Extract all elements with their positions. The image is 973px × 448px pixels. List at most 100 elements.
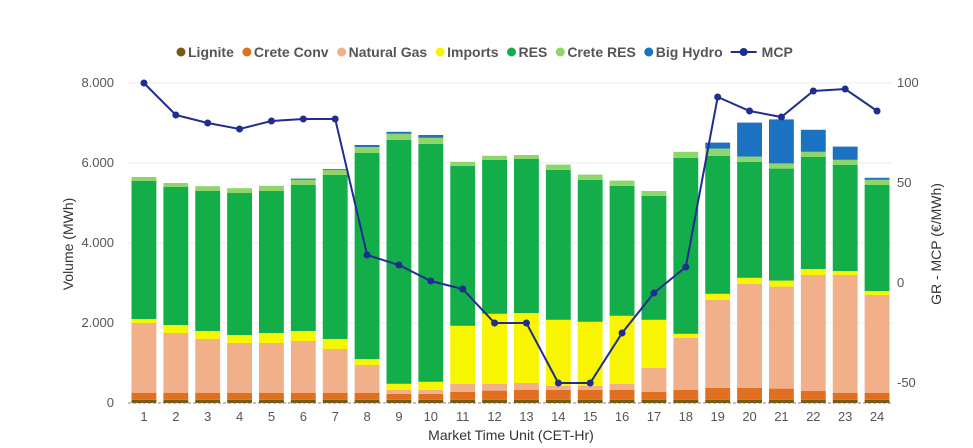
mcp-point-22 [809,87,817,95]
bar-lignite-16 [609,399,635,403]
bar-lignite-17 [641,399,667,403]
bar-lignite-18 [673,399,699,403]
legend-label-crete-conv: Crete Conv [254,44,329,60]
bar-crete-res-19 [705,148,731,156]
mcp-point-6 [299,115,307,123]
mcp-point-8 [363,251,371,259]
bar-natural-gas-14 [545,385,571,390]
bar-natural-gas-8 [354,365,380,393]
bar-crete-conv-18 [673,389,699,400]
bar-crete-res-17 [641,191,667,196]
bar-natural-gas-13 [514,383,539,390]
x-tick-label: 16 [615,409,629,424]
bar-crete-res-7 [322,169,348,175]
bar-res-15 [577,179,603,322]
bar-res-10 [418,143,444,382]
legend-label-big-hydro: Big Hydro [656,44,723,60]
legend-marker-crete-res [555,47,565,57]
legend-label-res: RES [519,44,548,60]
mcp-point-15 [586,379,594,387]
x-tick-label: 18 [679,409,693,424]
bar-lignite-22 [800,399,826,403]
x-tick-label: 13 [519,409,533,424]
bar-natural-gas-20 [737,283,762,388]
bar-crete-res-14 [545,164,571,170]
bar-imports-17 [641,319,667,368]
mcp-point-7 [331,115,339,123]
x-tick-label: 22 [806,409,820,424]
bar-crete-conv-22 [800,391,826,400]
mcp-point-2 [172,111,180,119]
bar-crete-conv-11 [450,391,476,400]
x-tick-label: 9 [395,409,402,424]
bar-crete-conv-4 [227,393,252,400]
bar-natural-gas-7 [322,349,348,393]
y2-tick-label: 100 [897,75,919,90]
bar-res-6 [290,185,316,331]
bar-imports-18 [673,333,699,338]
bar-crete-res-2 [163,183,189,187]
mcp-point-16 [618,329,626,337]
bar-lignite-8 [354,399,380,403]
x-tick-label: 17 [647,409,661,424]
bar-lignite-10 [418,399,444,403]
bar-crete-res-10 [418,137,444,144]
y-tick-label: 6.000 [81,155,114,170]
bar-imports-8 [354,359,380,365]
bar-natural-gas-9 [386,389,412,394]
bar-res-4 [227,193,252,335]
bar-res-19 [705,155,731,294]
bar-lignite-9 [386,399,412,403]
bar-big-hydro-24 [864,177,890,180]
bar-natural-gas-23 [832,275,858,393]
mcp-point-12 [491,319,499,327]
legend-label-imports: Imports [447,44,499,60]
bar-crete-conv-17 [641,391,667,400]
x-tick-label: 15 [583,409,597,424]
bar-natural-gas-6 [290,341,316,393]
bar-lignite-11 [450,399,476,403]
bar-lignite-4 [227,399,252,403]
x-tick-label: 2 [172,409,179,424]
legend-marker-imports [435,47,445,57]
y-axis-title: Volume (MWh) [60,198,76,291]
bar-natural-gas-19 [705,299,731,388]
bar-imports-4 [227,335,252,343]
bar-natural-gas-5 [259,343,284,393]
bar-res-1 [131,181,157,319]
bar-crete-conv-20 [737,387,762,400]
bar-res-7 [322,175,348,339]
bar-imports-1 [131,319,157,323]
bar-crete-conv-7 [322,393,348,400]
mcp-point-20 [746,107,754,115]
bar-lignite-24 [864,399,890,403]
bar-lignite-20 [737,399,762,403]
bar-crete-conv-19 [705,387,731,400]
bar-natural-gas-21 [769,286,794,389]
mcp-point-17 [650,289,658,297]
bar-crete-res-11 [450,161,476,166]
mcp-point-11 [459,285,467,293]
legend-label-crete-res: Crete RES [567,44,635,60]
bar-imports-7 [322,339,348,349]
y2-tick-label: 0 [897,275,904,290]
bar-crete-res-21 [769,163,794,169]
bar-lignite-5 [259,399,284,403]
x-tick-label: 5 [268,409,275,424]
bar-lignite-7 [322,399,348,403]
x-tick-label: 21 [774,409,788,424]
bar-natural-gas-18 [673,337,699,390]
bar-imports-16 [609,315,635,384]
bar-crete-res-13 [514,155,539,159]
bar-natural-gas-3 [195,339,221,393]
bar-natural-gas-17 [641,367,667,392]
bar-res-23 [832,165,858,271]
bar-crete-res-9 [386,133,412,140]
bar-res-12 [482,159,507,314]
mcp-point-18 [682,263,690,271]
bar-crete-res-16 [609,180,635,186]
bar-lignite-14 [545,399,571,403]
legend-marker-res [507,47,517,57]
mcp-point-5 [267,117,275,125]
